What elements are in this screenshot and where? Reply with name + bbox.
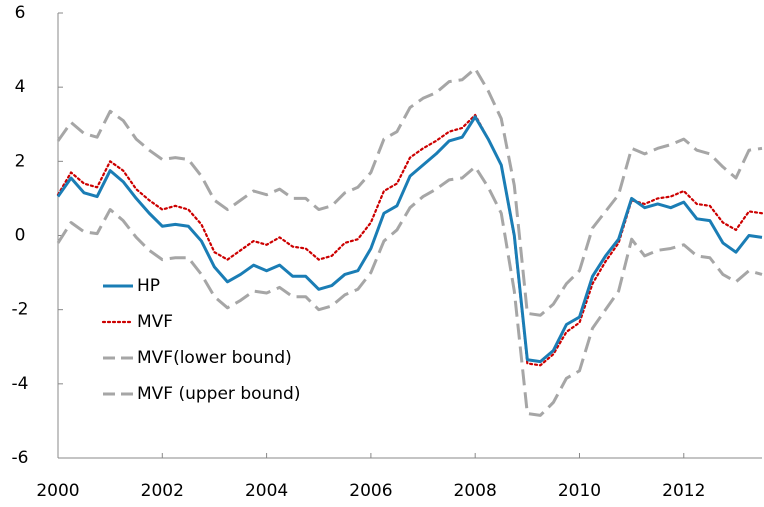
y-tick-label: 2 xyxy=(15,151,26,171)
y-tick-label: 0 xyxy=(15,226,26,246)
y-tick-label: -4 xyxy=(12,374,29,394)
series-line xyxy=(56,67,763,317)
legend-label: MVF xyxy=(137,312,173,332)
x-tick-label: 2004 xyxy=(245,481,288,501)
y-tick-label: -2 xyxy=(12,300,29,320)
legend-label: MVF(lower bound) xyxy=(137,348,292,368)
x-tick-label: 2012 xyxy=(662,481,705,501)
legend-label: HP xyxy=(137,276,160,296)
x-tick-label: 2000 xyxy=(36,481,79,501)
y-tick-label: 6 xyxy=(15,3,26,23)
x-tick-label: 2002 xyxy=(141,481,184,501)
x-tick-label: 2006 xyxy=(349,481,392,501)
x-tick-label: 2008 xyxy=(454,481,497,501)
series-line xyxy=(56,115,763,364)
series-line xyxy=(56,113,764,367)
y-tick-label: -6 xyxy=(12,448,29,468)
legend-label: MVF (upper bound) xyxy=(137,384,300,404)
series-line xyxy=(56,165,763,417)
y-tick-label: 4 xyxy=(15,77,26,97)
x-tick-label: 2010 xyxy=(558,481,601,501)
